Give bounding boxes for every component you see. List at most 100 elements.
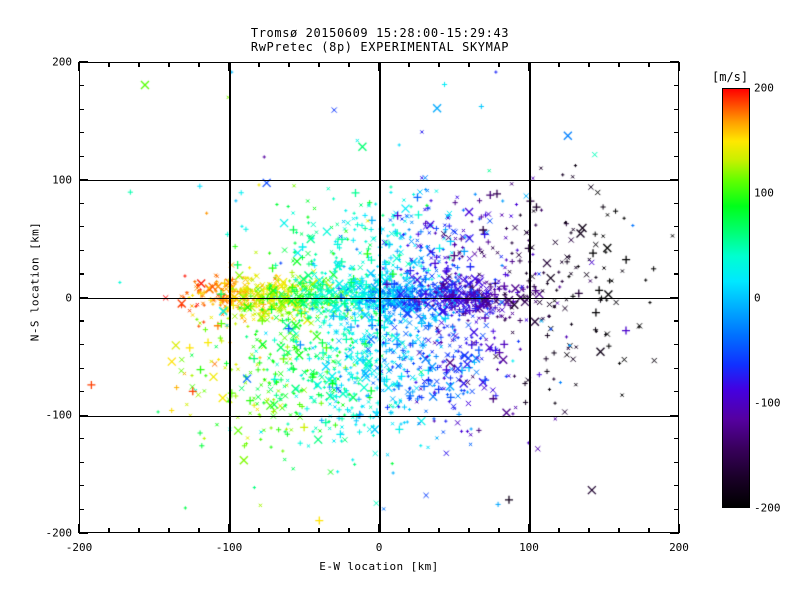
x-major-tick-top [678, 62, 680, 71]
x-minor-tick-top [648, 62, 650, 67]
x-minor-tick [318, 528, 320, 533]
x-minor-tick-top [258, 62, 260, 67]
y-minor-tick-right [674, 202, 679, 204]
y-major-tick [79, 532, 88, 534]
x-minor-tick [438, 528, 440, 533]
gridline-horizontal [80, 180, 678, 182]
colorbar-title: [m/s] [712, 70, 749, 84]
x-minor-tick [648, 528, 650, 533]
y-minor-tick-right [674, 155, 679, 157]
gridline-vertical [229, 63, 231, 532]
colorbar-tick-label: 100 [754, 186, 774, 200]
x-minor-tick [468, 528, 470, 533]
x-tick-label: -200 [65, 541, 93, 554]
y-minor-tick [79, 391, 84, 393]
x-tick-label: 100 [519, 541, 539, 554]
y-minor-tick-right [674, 226, 679, 228]
x-major-tick [228, 524, 230, 533]
y-minor-tick [79, 132, 84, 134]
y-minor-tick [79, 226, 84, 228]
gridline-horizontal [80, 415, 678, 417]
y-minor-tick-right [674, 249, 679, 251]
y-minor-tick-right [674, 273, 679, 275]
x-minor-tick-top [618, 62, 620, 67]
colorbar-tick-label: 200 [754, 81, 774, 95]
y-minor-tick [79, 84, 84, 87]
x-minor-tick-top [408, 62, 410, 67]
y-axis-label: N-S location [km] [28, 221, 42, 342]
y-minor-tick [79, 438, 84, 440]
y-minor-tick [79, 367, 84, 369]
x-minor-tick-top [318, 62, 320, 67]
y-tick-label: -100 [45, 408, 73, 422]
colorbar-gradient [722, 88, 750, 508]
y-major-tick [79, 61, 88, 63]
y-major-tick-right [670, 296, 679, 299]
y-minor-tick-right [674, 391, 679, 393]
y-tick-label: 100 [52, 173, 72, 187]
x-major-tick-top [228, 62, 230, 71]
x-minor-tick-top [198, 62, 200, 67]
y-minor-tick [79, 461, 84, 463]
y-minor-tick-right [674, 108, 679, 110]
x-major-tick [678, 524, 680, 533]
x-minor-tick-top [558, 62, 560, 67]
y-minor-tick [79, 485, 84, 487]
x-minor-tick [258, 528, 260, 533]
y-minor-tick [79, 508, 84, 511]
colorbar: 200 100 0 -100 -200 [722, 82, 781, 515]
x-minor-tick-top [108, 62, 110, 67]
x-axis-label: E-W location [km] [319, 560, 439, 573]
x-major-tick-top [378, 62, 380, 71]
y-major-tick-right [670, 61, 679, 63]
x-minor-tick [408, 528, 410, 533]
x-major-tick [378, 524, 380, 533]
x-major-tick [528, 524, 530, 533]
x-minor-tick [288, 528, 290, 533]
y-minor-tick [79, 155, 84, 157]
y-minor-tick [79, 320, 84, 322]
y-major-tick-right [670, 532, 679, 534]
x-minor-tick [138, 528, 140, 533]
x-minor-tick-top [438, 62, 440, 67]
x-minor-tick [108, 528, 110, 533]
y-minor-tick [79, 273, 84, 275]
y-minor-tick-right [674, 508, 679, 511]
colorbar-tick-label: -100 [754, 396, 781, 410]
y-minor-tick-right [674, 438, 679, 440]
x-major-tick-top [528, 62, 530, 71]
gridline-vertical [379, 63, 381, 532]
colorbar-tick-label: 0 [754, 291, 761, 305]
y-major-tick-right [670, 414, 679, 416]
y-minor-tick-right [674, 461, 679, 463]
x-minor-tick-top [498, 62, 500, 67]
x-minor-tick [618, 528, 620, 533]
gridline-vertical [529, 63, 531, 532]
scatter-plot-canvas [80, 63, 678, 532]
y-major-tick [79, 414, 88, 416]
y-minor-tick-right [674, 367, 679, 369]
x-minor-tick-top [288, 62, 290, 67]
y-tick-label: -200 [45, 526, 73, 540]
gridline-horizontal [80, 297, 678, 300]
x-major-tick-top [78, 62, 80, 71]
y-minor-tick [79, 344, 84, 346]
x-tick-label: 0 [375, 541, 383, 554]
y-major-tick-right [670, 179, 679, 181]
x-minor-tick-top [588, 62, 590, 67]
x-major-tick [78, 524, 80, 533]
x-minor-tick [348, 528, 350, 533]
x-minor-tick [498, 528, 500, 533]
y-minor-tick-right [674, 84, 679, 87]
y-minor-tick [79, 202, 84, 204]
y-major-tick [79, 296, 88, 299]
y-minor-tick-right [674, 344, 679, 346]
y-minor-tick [79, 108, 84, 110]
x-tick-label: -100 [215, 541, 243, 554]
x-minor-tick-top [468, 62, 470, 67]
y-tick-label: 0 [65, 291, 72, 304]
x-minor-tick [588, 528, 590, 533]
x-minor-tick-top [168, 62, 170, 67]
colorbar-tick-label: -200 [754, 501, 781, 515]
